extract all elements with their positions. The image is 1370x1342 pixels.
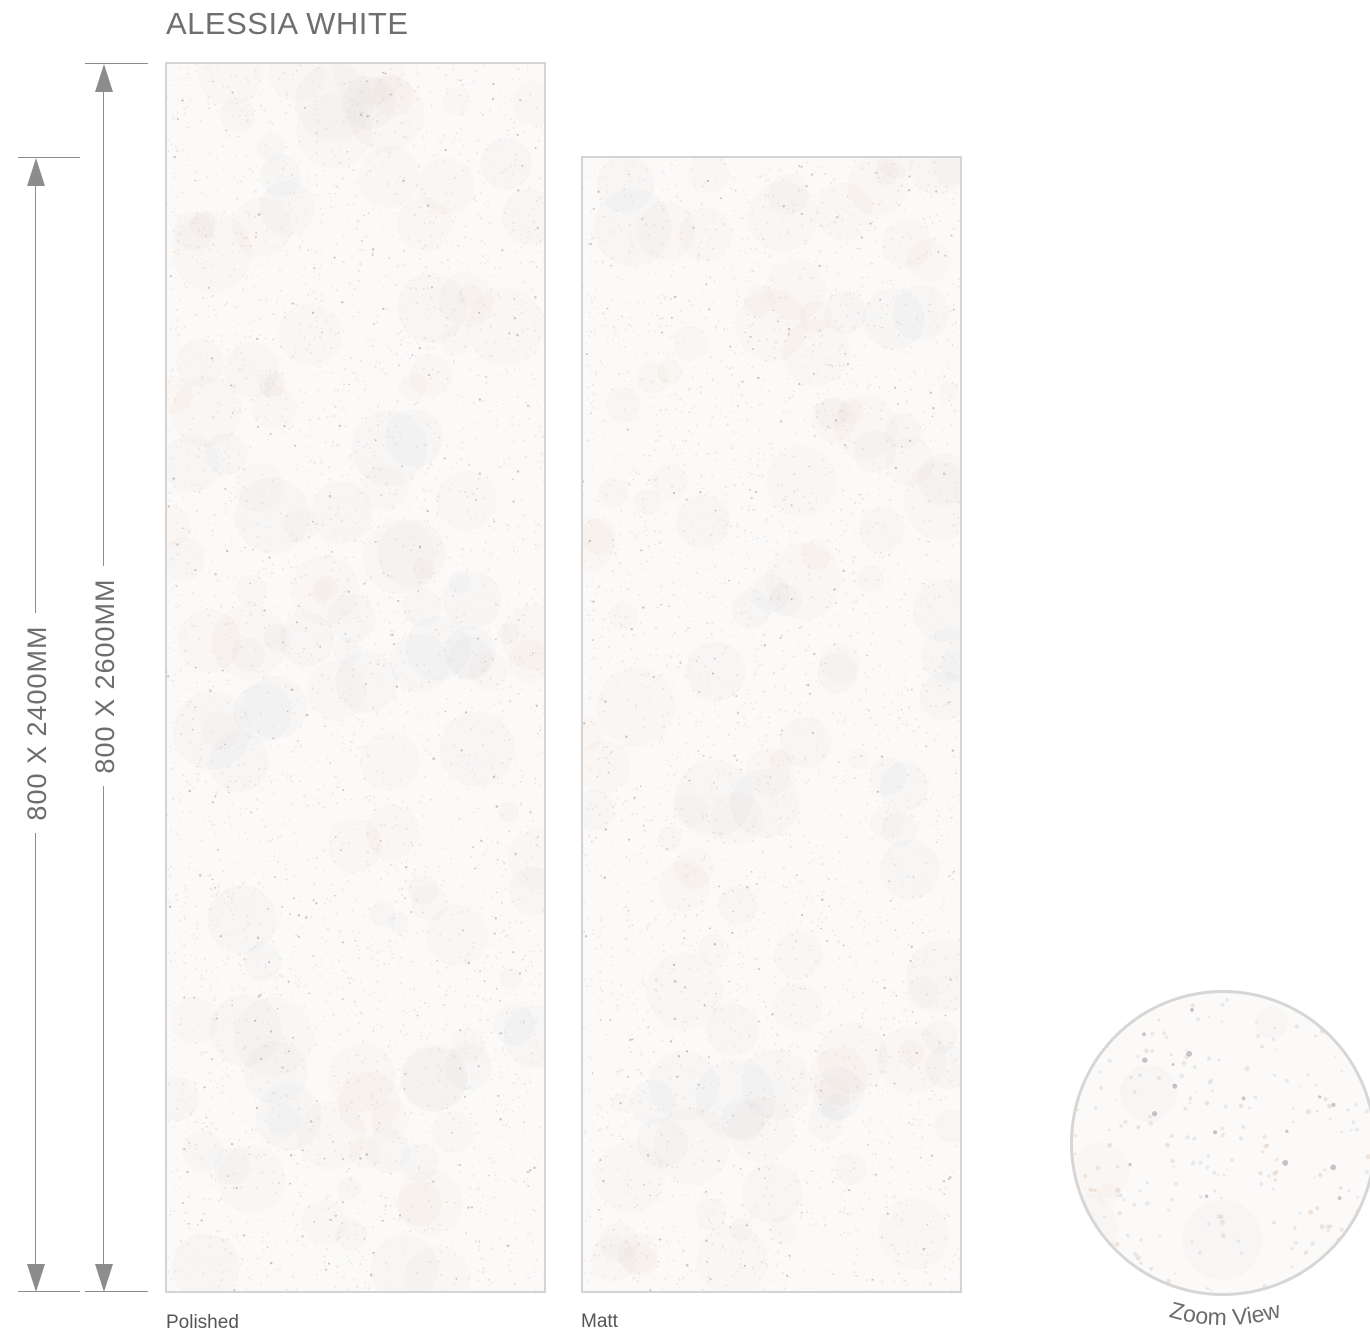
arrow-down-icon	[95, 1264, 113, 1292]
arrow-up-icon	[95, 64, 113, 92]
dimension-2400-label: 800 X 2400MM	[22, 613, 52, 833]
dimension-2400-top-tick	[18, 157, 80, 158]
slab-polished-image	[165, 62, 546, 1293]
arrow-up-icon	[27, 158, 45, 186]
dimension-2600-bottom-tick	[85, 1291, 148, 1292]
dimension-2600-top-tick	[85, 63, 148, 64]
product-title: ALESSIA WHITE	[166, 6, 409, 41]
slab-matt-image	[581, 156, 962, 1293]
zoom-view-image	[1070, 990, 1370, 1296]
zoom-view-label-text: Zoom View	[1167, 1302, 1283, 1330]
stone-texture-zoom	[1073, 993, 1370, 1292]
stone-texture	[167, 64, 544, 1291]
finish-label-matt: Matt	[581, 1311, 618, 1332]
stone-texture	[583, 158, 960, 1291]
dimension-2400-bottom-tick	[18, 1291, 80, 1292]
zoom-view-label: Zoom View	[1167, 1302, 1283, 1330]
dimension-2600-label: 800 X 2600MM	[90, 566, 120, 786]
finish-label-polished: Polished	[166, 1312, 239, 1333]
arrow-down-icon	[27, 1264, 45, 1292]
